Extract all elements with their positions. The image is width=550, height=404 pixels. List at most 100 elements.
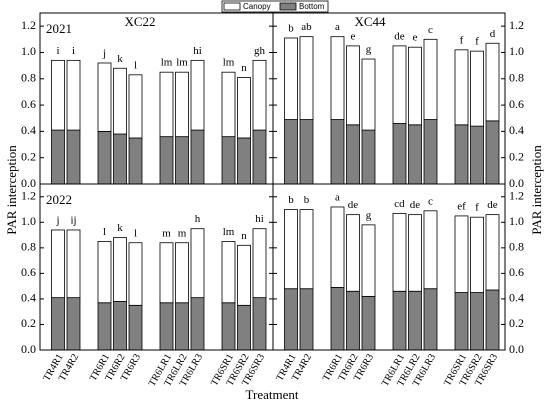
bar-segment: [299, 209, 314, 290]
significance-letter: g: [366, 209, 372, 221]
significance-letter: i: [72, 45, 75, 57]
y-tick-label: 0.8: [21, 71, 36, 85]
bar-segment: [470, 125, 484, 185]
y-tick-label: 0.2: [21, 316, 36, 330]
bar-segment: [361, 224, 376, 297]
bar-segment: [159, 136, 174, 185]
bar-segment: [392, 45, 407, 124]
panel-frame: [272, 183, 506, 351]
bar-segment: [221, 241, 236, 304]
bar-segment: [51, 59, 65, 131]
bar-segment: [113, 133, 127, 185]
bar-segment: [51, 229, 65, 299]
bar-segment: [346, 45, 360, 126]
bar-segment: [97, 302, 112, 351]
bar-segment: [485, 42, 500, 122]
y-tick-label: 0.0: [21, 176, 36, 190]
significance-letter: a: [335, 21, 340, 33]
significance-letter: b: [304, 194, 310, 206]
significance-letter: ef: [457, 200, 466, 212]
significance-letter: de: [348, 199, 359, 211]
significance-letter: lm: [223, 226, 235, 238]
bar-segment: [190, 228, 205, 299]
y-tick-label: 0.6: [509, 265, 524, 279]
significance-letter: g: [366, 44, 372, 56]
bar-segment: [190, 297, 205, 351]
bar-segment: [454, 124, 469, 185]
bar-segment: [454, 215, 469, 293]
legend-swatch: [223, 2, 241, 11]
bar-segment: [361, 58, 376, 131]
bar-segment: [113, 301, 127, 351]
y-tick-label: 1.0: [21, 44, 36, 58]
bar-segment: [408, 46, 422, 126]
significance-letter: de: [394, 30, 405, 42]
y-tick-label: 1.2: [21, 189, 36, 203]
significance-letter: de: [487, 199, 498, 211]
panel-title: XC22: [124, 14, 155, 29]
y-axis-label: PAR interception: [529, 145, 544, 235]
bar-segment: [392, 290, 407, 351]
significance-letter: n: [241, 230, 247, 242]
significance-letter: h: [195, 213, 201, 225]
significance-letter: l: [134, 59, 137, 71]
y-tick-label: 0.2: [509, 149, 524, 163]
bar-segment: [97, 62, 112, 132]
significance-letter: k: [117, 53, 123, 65]
significance-letter: n: [241, 62, 247, 74]
significance-letter: m: [162, 227, 171, 239]
bar-segment: [221, 71, 236, 138]
bar-segment: [392, 212, 407, 292]
bar-segment: [159, 302, 174, 351]
significance-letter: b: [288, 23, 294, 35]
bar-segment: [361, 295, 376, 351]
bar-segment: [66, 59, 81, 131]
bar-segment: [454, 292, 469, 351]
bar-segment: [361, 129, 376, 185]
bar-segment: [330, 36, 345, 120]
bar-segment: [113, 237, 127, 302]
significance-letter: l: [103, 226, 106, 238]
y-tick-label: 1.2: [21, 18, 36, 32]
legend-label: Canopy: [243, 2, 271, 11]
significance-letter: cd: [394, 198, 405, 210]
bar-segment: [237, 137, 251, 185]
bar-segment: [237, 304, 251, 351]
y-tick-label: 0.2: [21, 149, 36, 163]
bar-segment: [175, 302, 189, 351]
bar-segment: [299, 288, 314, 351]
significance-letter: a: [335, 192, 340, 204]
bar-segment: [252, 59, 267, 131]
significance-letter: k: [117, 222, 123, 234]
bar-segment: [175, 136, 189, 185]
bar-segment: [221, 302, 236, 351]
significance-letter: m: [178, 227, 187, 239]
y-tick-label: 0.6: [509, 97, 524, 111]
bar-segment: [470, 50, 484, 127]
significance-letter: ij: [70, 215, 76, 227]
bar-segment: [454, 49, 469, 126]
significance-letter: l: [134, 227, 137, 239]
bar-segment: [284, 288, 298, 351]
bar-segment: [252, 297, 267, 351]
y-tick-label: 1.2: [509, 189, 524, 203]
bar-segment: [128, 137, 143, 185]
significance-letter: gh: [254, 45, 266, 57]
y-tick-label: 0.2: [509, 316, 524, 330]
bar-segment: [159, 242, 174, 304]
bar-segment: [423, 288, 438, 351]
bar-segment: [175, 242, 189, 304]
bar-segment: [113, 67, 127, 135]
bar-segment: [66, 129, 81, 185]
bar-segment: [330, 206, 345, 288]
y-tick-label: 0.0: [509, 176, 524, 190]
y-tick-label: 1.0: [509, 44, 524, 58]
significance-letter: lm: [161, 57, 173, 69]
bar-segment: [330, 119, 345, 185]
y-tick-label: 1.0: [21, 214, 36, 228]
bar-segment: [346, 124, 360, 185]
bar-segment: [284, 209, 298, 290]
bar-segment: [237, 77, 251, 139]
significance-letter: ab: [301, 21, 312, 33]
